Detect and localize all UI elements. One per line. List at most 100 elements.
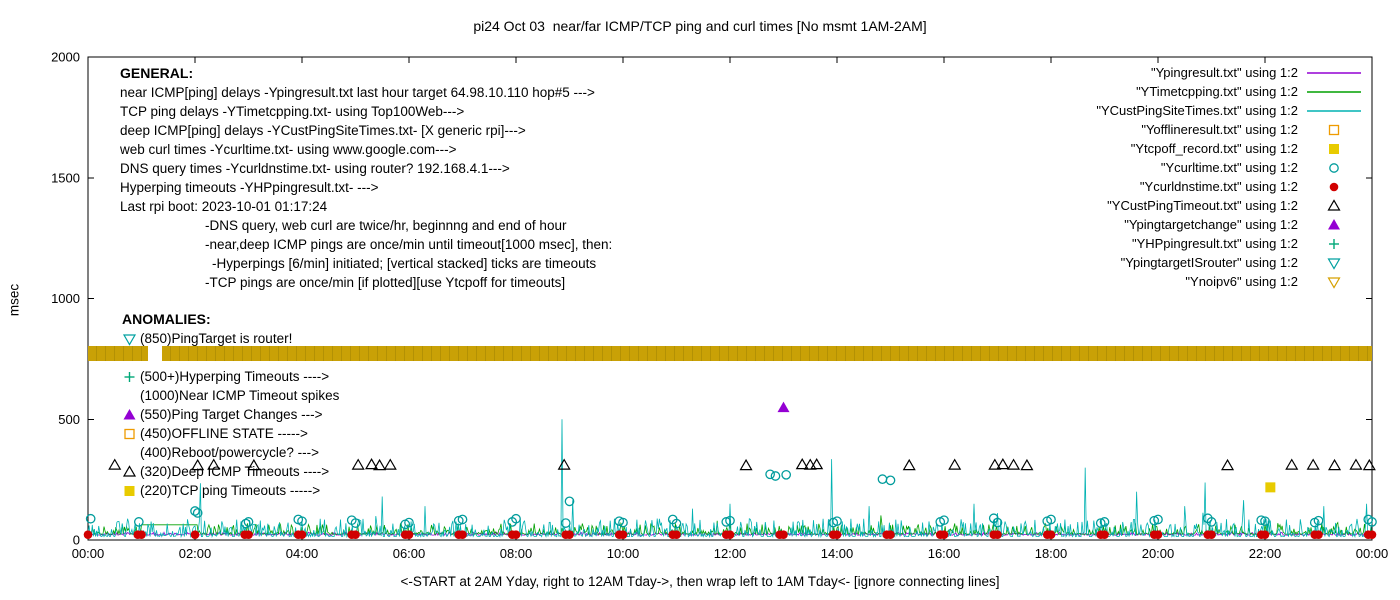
general-line: deep ICMP[ping] delays -YCustPingSiteTim… (120, 123, 526, 138)
legend-label: "Ypingresult.txt" using 1:2 (1150, 65, 1298, 80)
x-tick-label: 00:00 (72, 546, 105, 561)
anomaly-item: (320)Deep ICMP Timeouts ----> (122, 462, 339, 481)
anomaly-label: (1000)Near ICMP Timeout spikes (140, 388, 340, 403)
series-Ytcpoff_record.txt (1265, 482, 1276, 493)
anomaly-label: (220)TCP ping Timeouts -----> (140, 483, 321, 498)
x-axis-label: <-START at 2AM Yday, right to 12AM Tday-… (400, 574, 1000, 589)
noipv6-band (161, 346, 1372, 362)
general-line: -near,deep ICMP pings are once/min until… (205, 237, 613, 252)
y-axis-label: msec (6, 283, 22, 317)
y-tick-label: 1000 (51, 291, 80, 306)
general-line: TCP ping delays -YTimetcpping.txt- using… (120, 104, 465, 119)
legend-item: "YCustPingTimeout.txt" using 1:2 (1096, 196, 1363, 215)
series-YCustPingTimeout.txt (108, 457, 1376, 471)
y-tick-label: 1500 (51, 170, 80, 185)
x-tick-label: 20:00 (1142, 546, 1175, 561)
legend-label: "YCustPingTimeout.txt" using 1:2 (1107, 198, 1298, 213)
legend-swatch-square-open-icon (1305, 122, 1363, 138)
legend-label: "Ynoipv6" using 1:2 (1185, 274, 1298, 289)
anomaly-marker-spacer (122, 388, 137, 404)
legend-label: "YHPpingresult.txt" using 1:2 (1131, 236, 1298, 251)
x-tick-label: 22:00 (1249, 546, 1282, 561)
general-line: -DNS query, web curl are twice/hr, begin… (205, 218, 567, 233)
general-line: near ICMP[ping] delays -Ypingresult.txt … (120, 85, 595, 100)
y-tick-label: 500 (58, 412, 80, 427)
anomaly-marker-triangle-open-icon (122, 464, 137, 480)
legend-label: "YCustPingSiteTimes.txt" using 1:2 (1096, 103, 1298, 118)
legend-swatch-line-icon (1305, 65, 1363, 81)
chart-title: pi24 Oct 03 near/far ICMP/TCP ping and c… (473, 18, 927, 34)
anomaly-marker-triangle-filled-icon (122, 407, 137, 423)
x-tick-label: 04:00 (286, 546, 319, 561)
legend-swatch-circle-filled-icon (1305, 179, 1363, 195)
anomalies-heading: ANOMALIES: (122, 311, 211, 327)
series-Ycurldnstime.txt (83, 530, 1377, 539)
legend-item: "Ypingtargetchange" using 1:2 (1096, 215, 1363, 234)
x-tick-label: 18:00 (1035, 546, 1068, 561)
anomaly-item: (400)Reboot/powercycle? ---> (122, 443, 339, 462)
general-line: Hyperping timeouts -YHPpingresult.txt- -… (120, 180, 379, 195)
anomaly-label: (500+)Hyperping Timeouts ----> (140, 369, 330, 384)
series-Ypingtargetchange (777, 401, 790, 413)
legend-swatch-plus-icon (1305, 236, 1363, 252)
legend-swatch-circle-open-icon (1305, 160, 1363, 176)
x-tick-label: 02:00 (179, 546, 212, 561)
legend-label: "YTimetcpping.txt" using 1:2 (1136, 84, 1298, 99)
legend-item: "Ycurltime.txt" using 1:2 (1096, 158, 1363, 177)
x-tick-label: 06:00 (393, 546, 426, 561)
noipv6-band (88, 346, 148, 362)
legend-item: "YTimetcpping.txt" using 1:2 (1096, 82, 1363, 101)
anomalies-notes: ANOMALIES: (850)PingTarget is router! (50… (122, 309, 339, 500)
legend-label: "Ycurldnstime.txt" using 1:2 (1139, 179, 1298, 194)
legend-label: "Yofflineresult.txt" using 1:2 (1141, 122, 1298, 137)
y-tick-label: 2000 (51, 50, 80, 65)
legend-label: "YpingtargetISrouter" using 1:2 (1120, 255, 1298, 270)
general-heading: GENERAL: (120, 65, 194, 81)
y-tick-label: 0 (73, 533, 80, 548)
general-line: web curl times -Ycurltime.txt- using www… (120, 142, 457, 157)
legend-swatch-triangle-down-open-icon (1305, 255, 1363, 271)
legend-item: "YCustPingSiteTimes.txt" using 1:2 (1096, 101, 1363, 120)
legend-item: "YpingtargetISrouter" using 1:2 (1096, 253, 1363, 272)
legend-swatch-triangle-down-open-icon (1305, 274, 1363, 290)
legend-swatch-triangle-filled-icon (1305, 217, 1363, 233)
legend-label: "Ytcpoff_record.txt" using 1:2 (1130, 141, 1298, 156)
anomaly-item: (500+)Hyperping Timeouts ----> (122, 367, 339, 386)
anomaly-label: (850)PingTarget is router! (140, 331, 293, 346)
anomaly-marker-square-filled-icon (122, 483, 137, 499)
legend-swatch-line-icon (1305, 103, 1363, 119)
anomaly-marker-triangle-down-open-icon (122, 331, 137, 347)
legend-item: "Ycurldnstime.txt" using 1:2 (1096, 177, 1363, 196)
legend-item: "Ypingresult.txt" using 1:2 (1096, 63, 1363, 82)
anomaly-item: (450)OFFLINE STATE -----> (122, 424, 339, 443)
anomaly-label: (320)Deep ICMP Timeouts ----> (140, 464, 330, 479)
legend-swatch-square-filled-icon (1305, 141, 1363, 157)
general-line: -Hyperpings [6/min] initiated; [vertical… (212, 256, 597, 271)
series-Ycurltime.txt (85, 469, 1377, 530)
legend-swatch-line-icon (1305, 84, 1363, 100)
legend-item: "Ytcpoff_record.txt" using 1:2 (1096, 139, 1363, 158)
anomaly-marker-spacer (122, 445, 137, 461)
x-tick-label: 10:00 (607, 546, 640, 561)
anomaly-item: (850)PingTarget is router! (122, 329, 339, 348)
general-line: -TCP pings are once/min [if plotted][use… (205, 275, 566, 290)
anomaly-label: (400)Reboot/powercycle? ---> (140, 445, 319, 460)
legend-label: "Ypingtargetchange" using 1:2 (1124, 217, 1298, 232)
x-tick-label: 16:00 (928, 546, 961, 561)
legend-item: "Ynoipv6" using 1:2 (1096, 272, 1363, 291)
anomaly-item: (1000)Near ICMP Timeout spikes (122, 386, 339, 405)
x-tick-label: 14:00 (821, 546, 854, 561)
legend-label: "Ycurltime.txt" using 1:2 (1160, 160, 1298, 175)
anomaly-item: (550)Ping Target Changes ---> (122, 405, 339, 424)
x-tick-label: 08:00 (500, 546, 533, 561)
general-line: DNS query times -Ycurldnstime.txt- using… (120, 161, 510, 176)
general-line: Last rpi boot: 2023-10-01 01:17:24 (120, 199, 328, 214)
x-tick-label: 12:00 (714, 546, 747, 561)
anomaly-label: (550)Ping Target Changes ---> (140, 407, 323, 422)
anomaly-marker-square-open-icon (122, 426, 137, 442)
legend-item: "Yofflineresult.txt" using 1:2 (1096, 120, 1363, 139)
legend: "Ypingresult.txt" using 1:2 "YTimetcpping… (1096, 63, 1363, 291)
legend-item: "YHPpingresult.txt" using 1:2 (1096, 234, 1363, 253)
